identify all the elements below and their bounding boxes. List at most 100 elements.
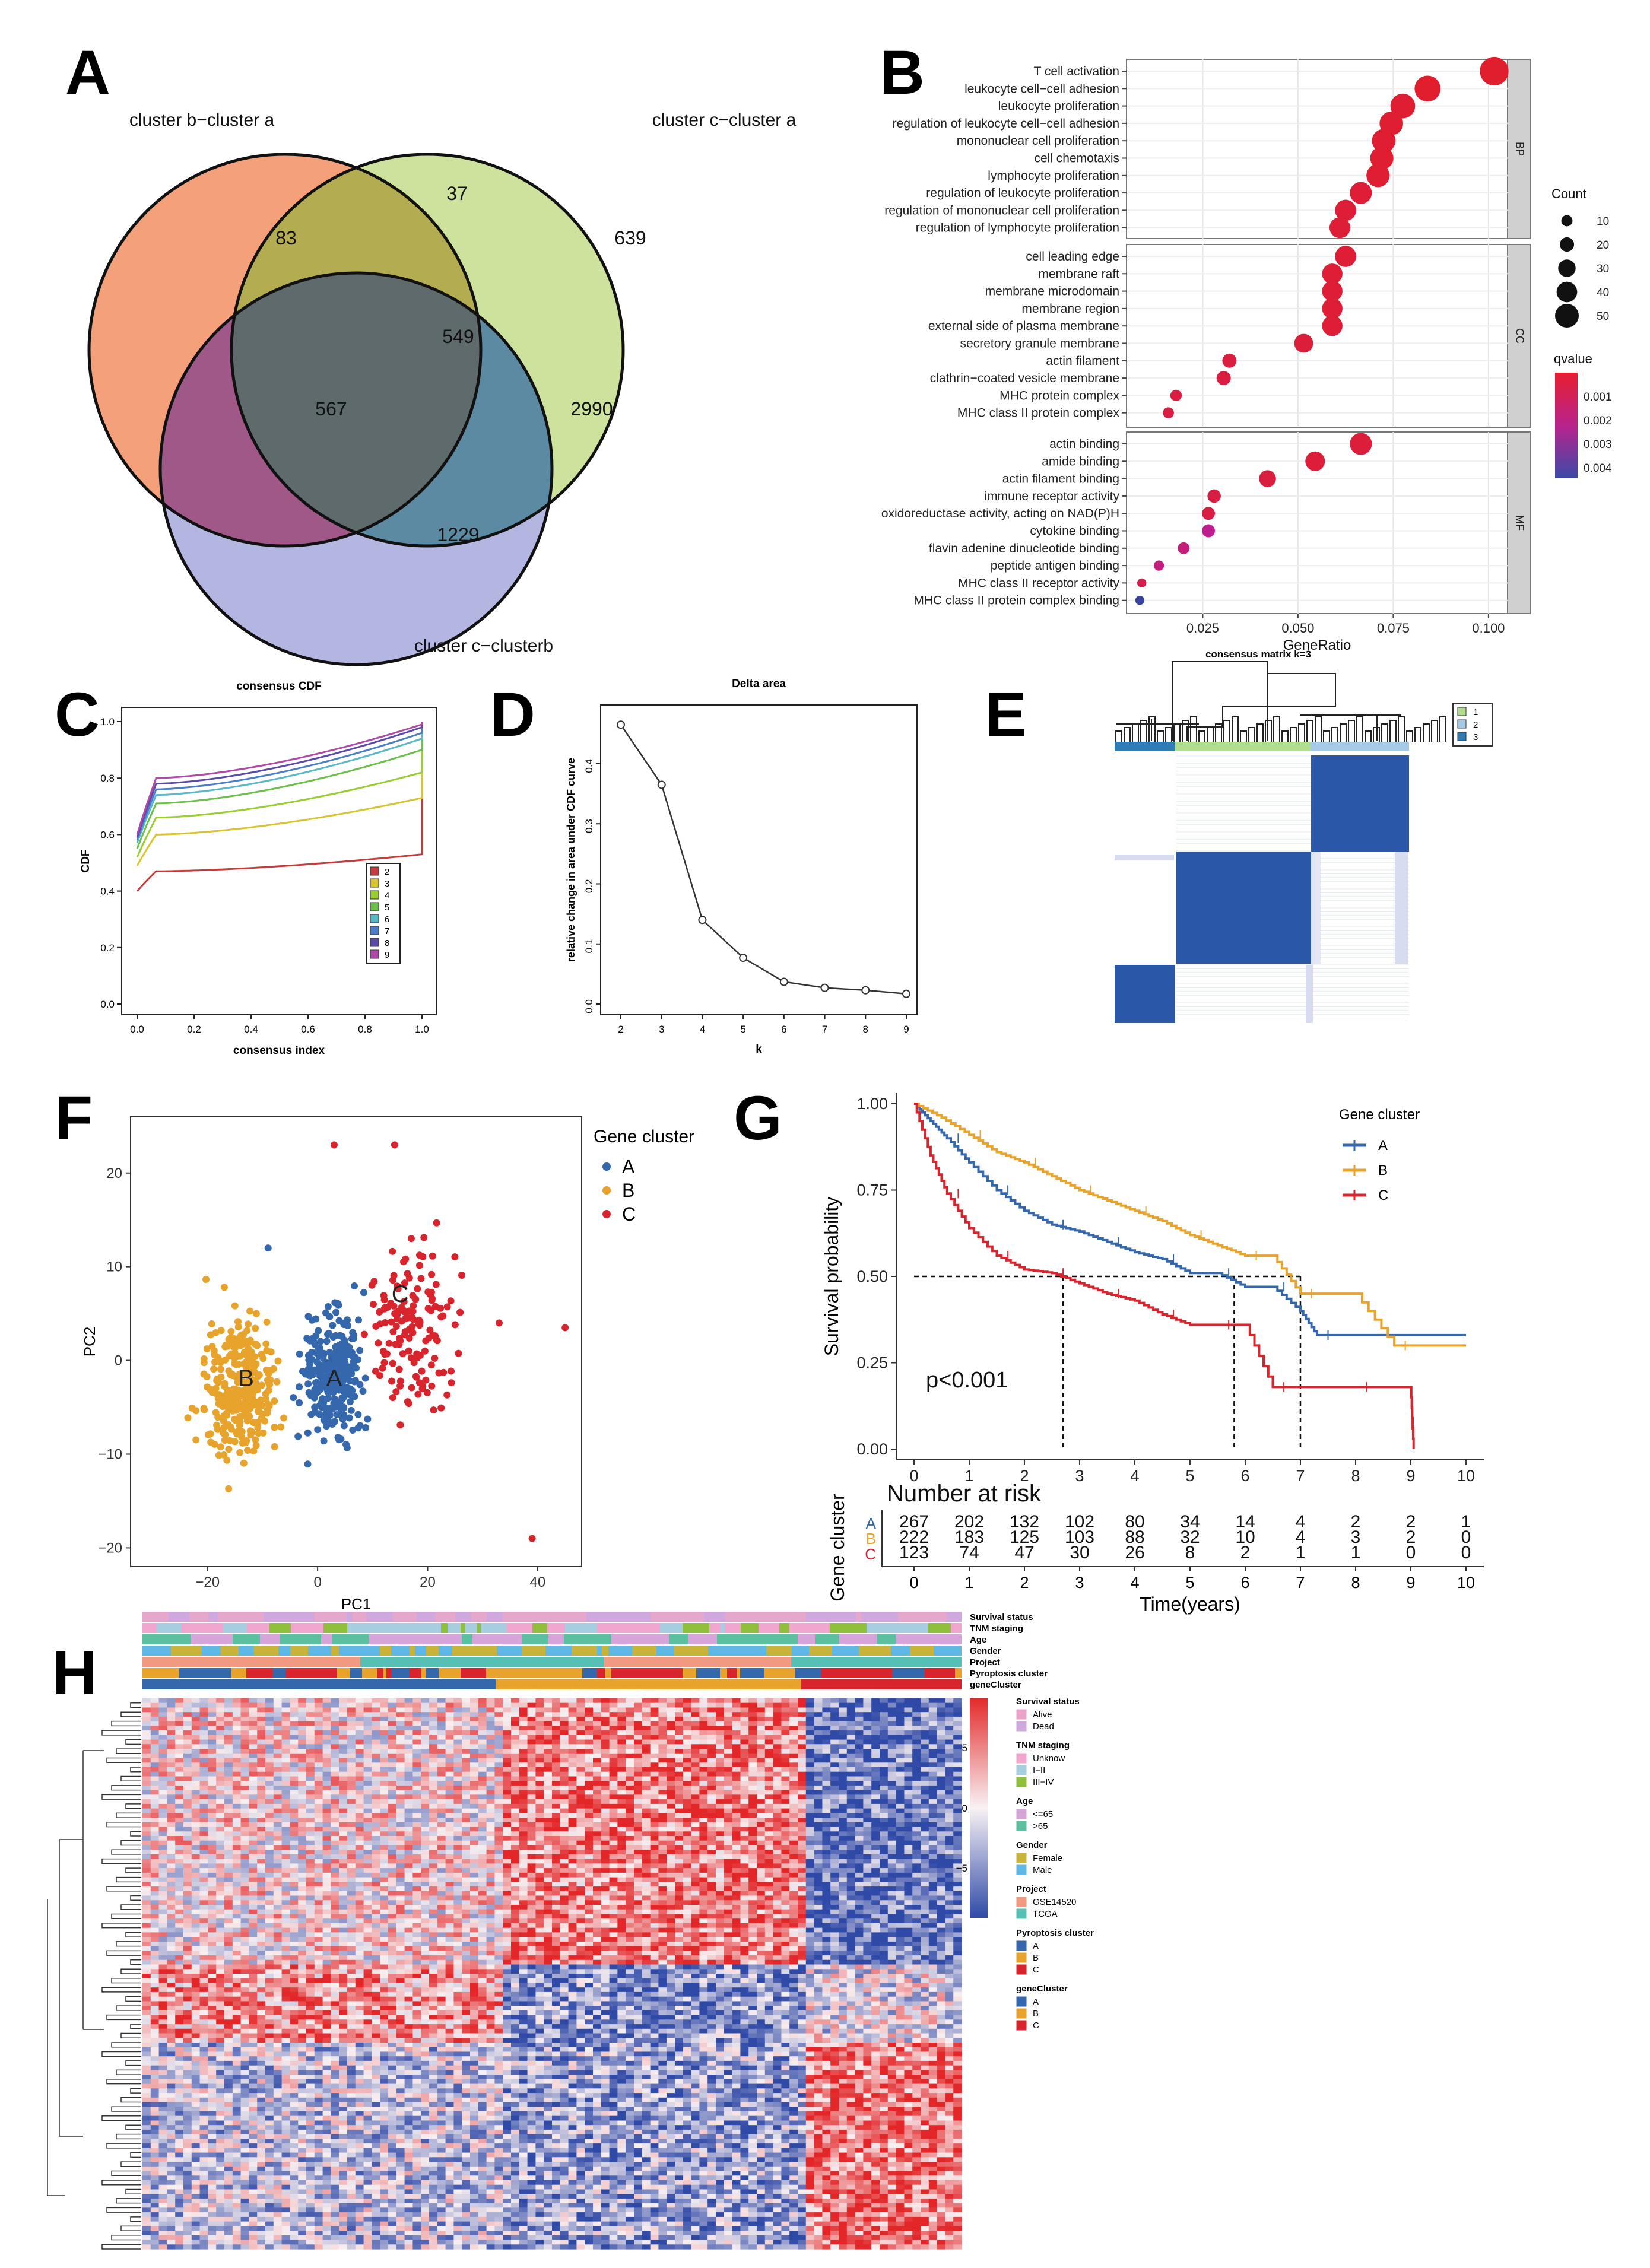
heat-cell [298,1753,307,1759]
heat-cell [199,1749,208,1754]
heat-cell [781,1813,790,1818]
matrix-fringe [1115,855,1174,860]
heat-cell [945,1730,954,1736]
heat-cell [576,1716,585,1722]
heat-cell [585,1721,594,1726]
heat-cell [617,1744,626,1749]
annotation-cell [656,1646,674,1656]
heat-cell [462,1781,471,1786]
heat-cell [544,1712,553,1717]
heat-cell [839,1702,848,1708]
heat-cell [585,1762,594,1768]
heat-cell [805,1808,815,1813]
dendro-leaf [1381,723,1388,742]
heat-cell [412,1716,421,1722]
heat-cell [453,1702,462,1708]
heat-cell [191,1712,201,1717]
heat-cell [576,1790,585,1795]
heat-cell [822,1721,831,1726]
heat-cell [724,1767,733,1773]
annotation-cell [718,1657,729,1667]
heat-cell [609,1712,618,1717]
heat-cell [453,1776,462,1781]
annotation-cell [200,1657,210,1667]
heat-cell [773,1840,782,1845]
annotation-cell [272,1668,285,1678]
heat-cell [306,1790,315,1795]
heat-cell [240,1781,249,1786]
heat-cell [740,1767,749,1773]
heat-cell [388,1744,397,1749]
heat-cell [372,1831,380,1837]
heat-cell [142,1790,151,1795]
heat-cell [667,1808,675,1813]
heat-cell [412,1702,421,1708]
heat-cell [880,1831,889,1837]
heat-cell [707,1827,716,1832]
annotation-cell [856,1612,861,1622]
heat-cell [928,1813,938,1818]
heat-cell [601,1836,610,1841]
heat-cell [257,1771,266,1777]
heat-cell [707,1845,716,1850]
heat-cell [142,1744,151,1749]
heat-cell [617,1707,626,1713]
heat-cell [871,1707,880,1713]
heat-cell [805,1818,815,1823]
heat-cell [634,1790,643,1795]
heat-cell [257,1845,266,1850]
heat-cell [429,1721,438,1726]
heat-cell [814,1735,823,1740]
heat-cell [429,1794,438,1800]
heat-cell [372,1698,380,1704]
heat-cell [839,1840,848,1845]
heat-cell [945,1776,954,1781]
heat-cell [224,1818,233,1823]
heat-cell [667,1822,675,1828]
heat-cell [699,1803,708,1809]
pca-point-b [224,1421,232,1428]
heat-cell [764,1836,774,1841]
heat-cell [880,1790,889,1795]
heat-cell [372,1726,380,1731]
heat-cell [798,1702,807,1708]
heat-cell [937,1707,945,1713]
heat-cell [396,1818,405,1823]
heat-cell [953,1735,962,1740]
heat-cell [552,1730,561,1736]
annotation-cell [818,1657,832,1667]
heat-cell [617,1753,626,1759]
heat-cell [421,1831,430,1837]
heat-cell [650,1845,659,1850]
heat-cell [511,1813,520,1818]
heat-cell [372,1794,380,1800]
heat-cell [798,1753,807,1759]
venn-set-label-2: cluster c−cluster a [652,110,797,130]
centroid-label: B [238,1365,254,1392]
annotation-cell [294,1623,304,1633]
heat-cell [716,1808,725,1813]
heat-cell [298,1827,307,1832]
heat-cell [314,1813,323,1818]
facet-panel [1126,244,1508,428]
dot-bp [1414,75,1441,102]
heat-cell [887,1721,897,1726]
heat-cell [830,1762,839,1768]
heat-cell [445,1790,454,1795]
heat-cell [544,1845,553,1850]
heat-cell [699,1698,708,1704]
heat-cell [527,1716,536,1722]
heat-cell [249,1767,258,1773]
heat-cell [519,1818,528,1823]
pca-point-b [252,1441,260,1449]
heat-cell [355,1790,364,1795]
heat-cell [503,1781,512,1786]
heat-cell [814,1818,823,1823]
heat-cell [585,1799,594,1805]
heat-cell [314,1735,323,1740]
heat-cell [372,1822,380,1828]
heat-cell [585,1776,594,1781]
heat-cell [273,1707,283,1713]
annotation-cell [928,1623,937,1633]
heat-cell [478,1794,487,1800]
